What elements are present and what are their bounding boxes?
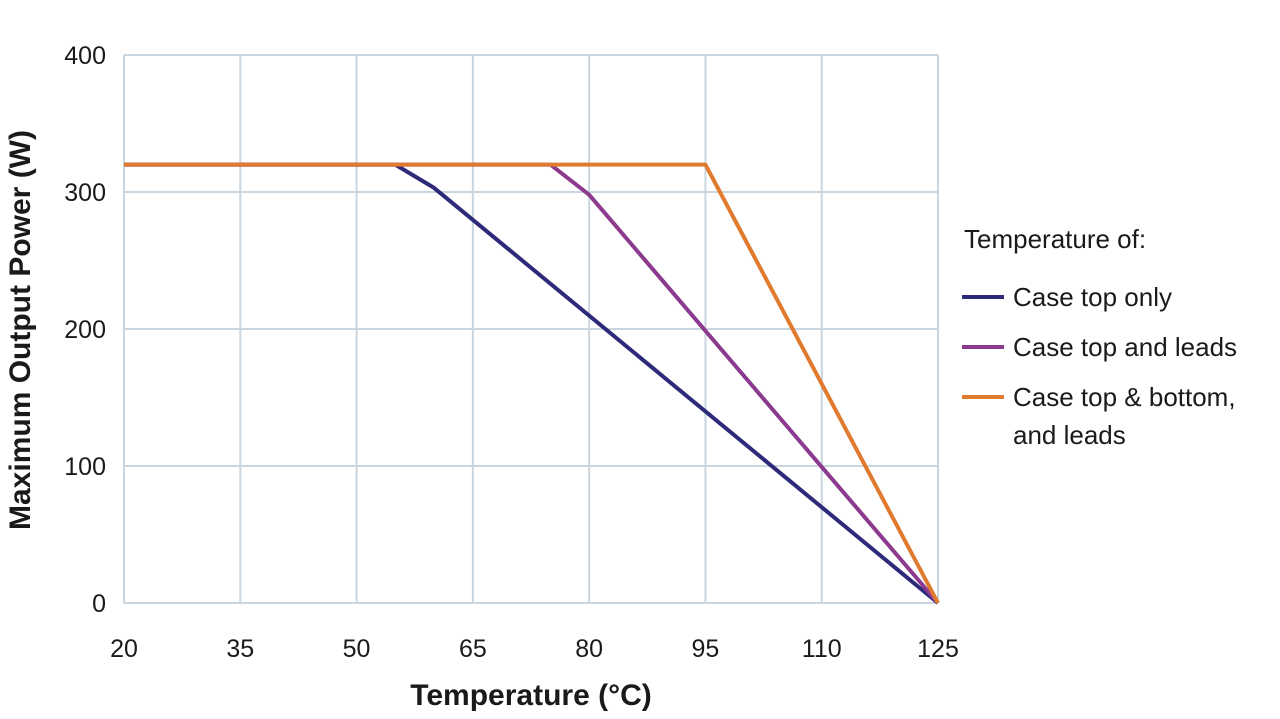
series-line-3 (124, 162, 940, 604)
legend-title: Temperature of: (964, 224, 1146, 254)
y-tick-label-300: 300 (64, 179, 106, 207)
x-tick-label-125: 125 (917, 635, 959, 663)
y-axis-ticks: 0 100 200 300 400 (64, 42, 106, 618)
y-axis-title: Maximum Output Power (W) (4, 130, 37, 530)
legend-label-2: Case top and leads (1013, 332, 1237, 362)
x-tick-label-80: 80 (575, 635, 603, 663)
legend-label-1: Case top only (1013, 282, 1172, 312)
x-tick-label-65: 65 (459, 635, 487, 663)
y-tick-label-0: 0 (92, 590, 106, 618)
series-line-2 (124, 162, 940, 605)
y-tick-label-400: 400 (64, 42, 106, 70)
x-axis-title: Temperature (°C) (410, 679, 651, 712)
legend-label-3: Case top & bottom, and leads (1013, 382, 1236, 450)
y-tick-label-200: 200 (64, 316, 106, 344)
x-tick-label-95: 95 (692, 635, 720, 663)
x-tick-label-35: 35 (226, 635, 254, 663)
series-lines (124, 162, 940, 605)
x-tick-label-110: 110 (802, 635, 842, 663)
x-axis-ticks: 20 35 50 65 80 95 110 125 (110, 635, 959, 663)
x-tick-label-50: 50 (343, 635, 371, 663)
series-line-1 (124, 162, 940, 605)
y-tick-label-100: 100 (64, 453, 106, 481)
legend: Temperature of: Case top only Case top an… (962, 224, 1237, 450)
grid-lines (123, 54, 939, 604)
x-tick-label-20: 20 (110, 635, 138, 663)
